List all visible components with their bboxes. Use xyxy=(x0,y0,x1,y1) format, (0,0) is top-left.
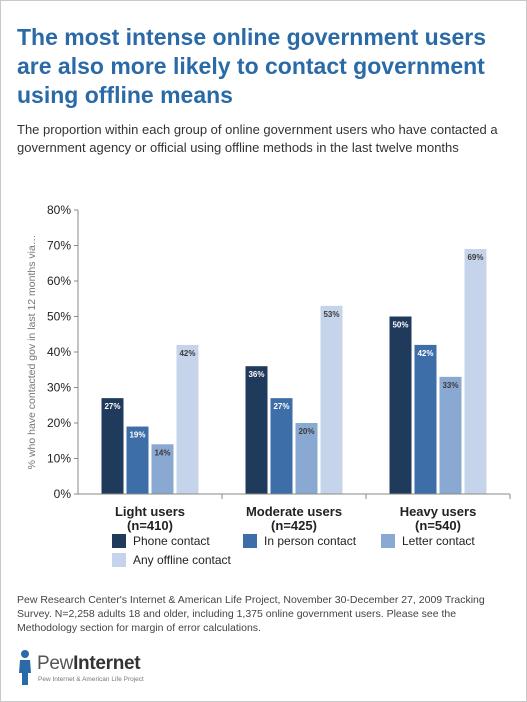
bar xyxy=(464,249,487,494)
bar xyxy=(414,344,437,494)
bar xyxy=(270,398,293,494)
legend-swatch xyxy=(112,534,126,548)
bar xyxy=(389,316,412,494)
y-tick-label: 60% xyxy=(47,274,71,288)
y-tick-label: 20% xyxy=(47,416,71,430)
pew-internet-logo: PewInternet Pew Internet & American Life… xyxy=(17,649,217,689)
x-category-label: (n=410) xyxy=(127,518,173,533)
x-category-label: Light users xyxy=(115,504,185,519)
bar-data-label: 36% xyxy=(248,370,264,379)
bar-data-label: 27% xyxy=(273,402,289,411)
legend-label: Any offline contact xyxy=(133,553,231,567)
bar xyxy=(439,376,462,494)
y-axis-title: % who have contacted gov in last 12 mont… xyxy=(26,235,38,470)
y-tick-label: 80% xyxy=(47,203,71,217)
x-axis-labels: Light users(n=410) Moderate users(n=425) H… xyxy=(115,504,476,533)
x-category-label: (n=425) xyxy=(271,518,317,533)
bar-data-label: 20% xyxy=(298,427,314,436)
bar-data-label: 42% xyxy=(179,349,195,358)
y-tick-label: 40% xyxy=(47,345,71,359)
y-axis-ticks: 0% 10% 20% 30% 40% 50% 60% 70% 80% xyxy=(47,203,78,501)
bar-data-label: 42% xyxy=(417,349,433,358)
y-tick-label: 10% xyxy=(47,452,71,466)
bar xyxy=(245,366,268,494)
bar-data-label: 53% xyxy=(323,310,339,319)
logo-tagline: Pew Internet & American Life Project xyxy=(38,676,144,683)
bar xyxy=(320,305,343,494)
legend-item: In person contact xyxy=(243,534,356,548)
bar xyxy=(101,398,124,494)
bar-data-label: 14% xyxy=(154,448,170,457)
bar xyxy=(176,344,199,494)
legend-item: Phone contact xyxy=(112,534,210,548)
bar-data-label: 50% xyxy=(392,321,408,330)
bar xyxy=(151,444,174,494)
legend-label: In person contact xyxy=(264,534,357,548)
bars: 27% 36% 50% 19% 27% 42% 14% 20% 33% 42% 53% 69% xyxy=(101,249,487,494)
y-tick-label: 0% xyxy=(54,487,72,501)
y-tick-label: 30% xyxy=(47,381,71,395)
logo-word-pew: Pew xyxy=(37,653,74,674)
x-category-label: Moderate users xyxy=(246,504,342,519)
bar-data-label: 69% xyxy=(467,253,483,262)
chart-subtitle: The proportion within each group of onli… xyxy=(17,122,498,155)
chart-legend: Phone contact In person contact Letter con… xyxy=(112,534,492,574)
logo-word-internet: Internet xyxy=(73,653,141,674)
y-tick-label: 70% xyxy=(47,239,71,253)
bar-data-label: 27% xyxy=(104,402,120,411)
axis-lines xyxy=(77,210,511,499)
legend-label: Phone contact xyxy=(133,534,210,548)
bar xyxy=(295,423,318,494)
legend-swatch xyxy=(381,534,395,548)
y-tick-label: 50% xyxy=(47,310,71,324)
x-category-label: (n=540) xyxy=(415,518,461,533)
bar-data-label: 33% xyxy=(442,381,458,390)
source-footnote: Pew Research Center's Internet & America… xyxy=(17,594,485,634)
bar xyxy=(126,426,149,494)
chart-title: The most intense online government users… xyxy=(17,24,487,108)
legend-swatch xyxy=(243,534,257,548)
legend-swatch xyxy=(112,553,126,567)
legend-item: Any offline contact xyxy=(112,553,231,567)
bar-data-label: 19% xyxy=(129,431,145,440)
legend-label: Letter contact xyxy=(402,534,475,548)
legend-item: Letter contact xyxy=(381,534,475,548)
x-category-label: Heavy users xyxy=(400,504,477,519)
person-logo-icon xyxy=(19,650,31,685)
y-axis-title-group: % who have contacted gov in last 12 mont… xyxy=(26,235,38,470)
logo-wordmark: PewInternet xyxy=(37,653,141,675)
